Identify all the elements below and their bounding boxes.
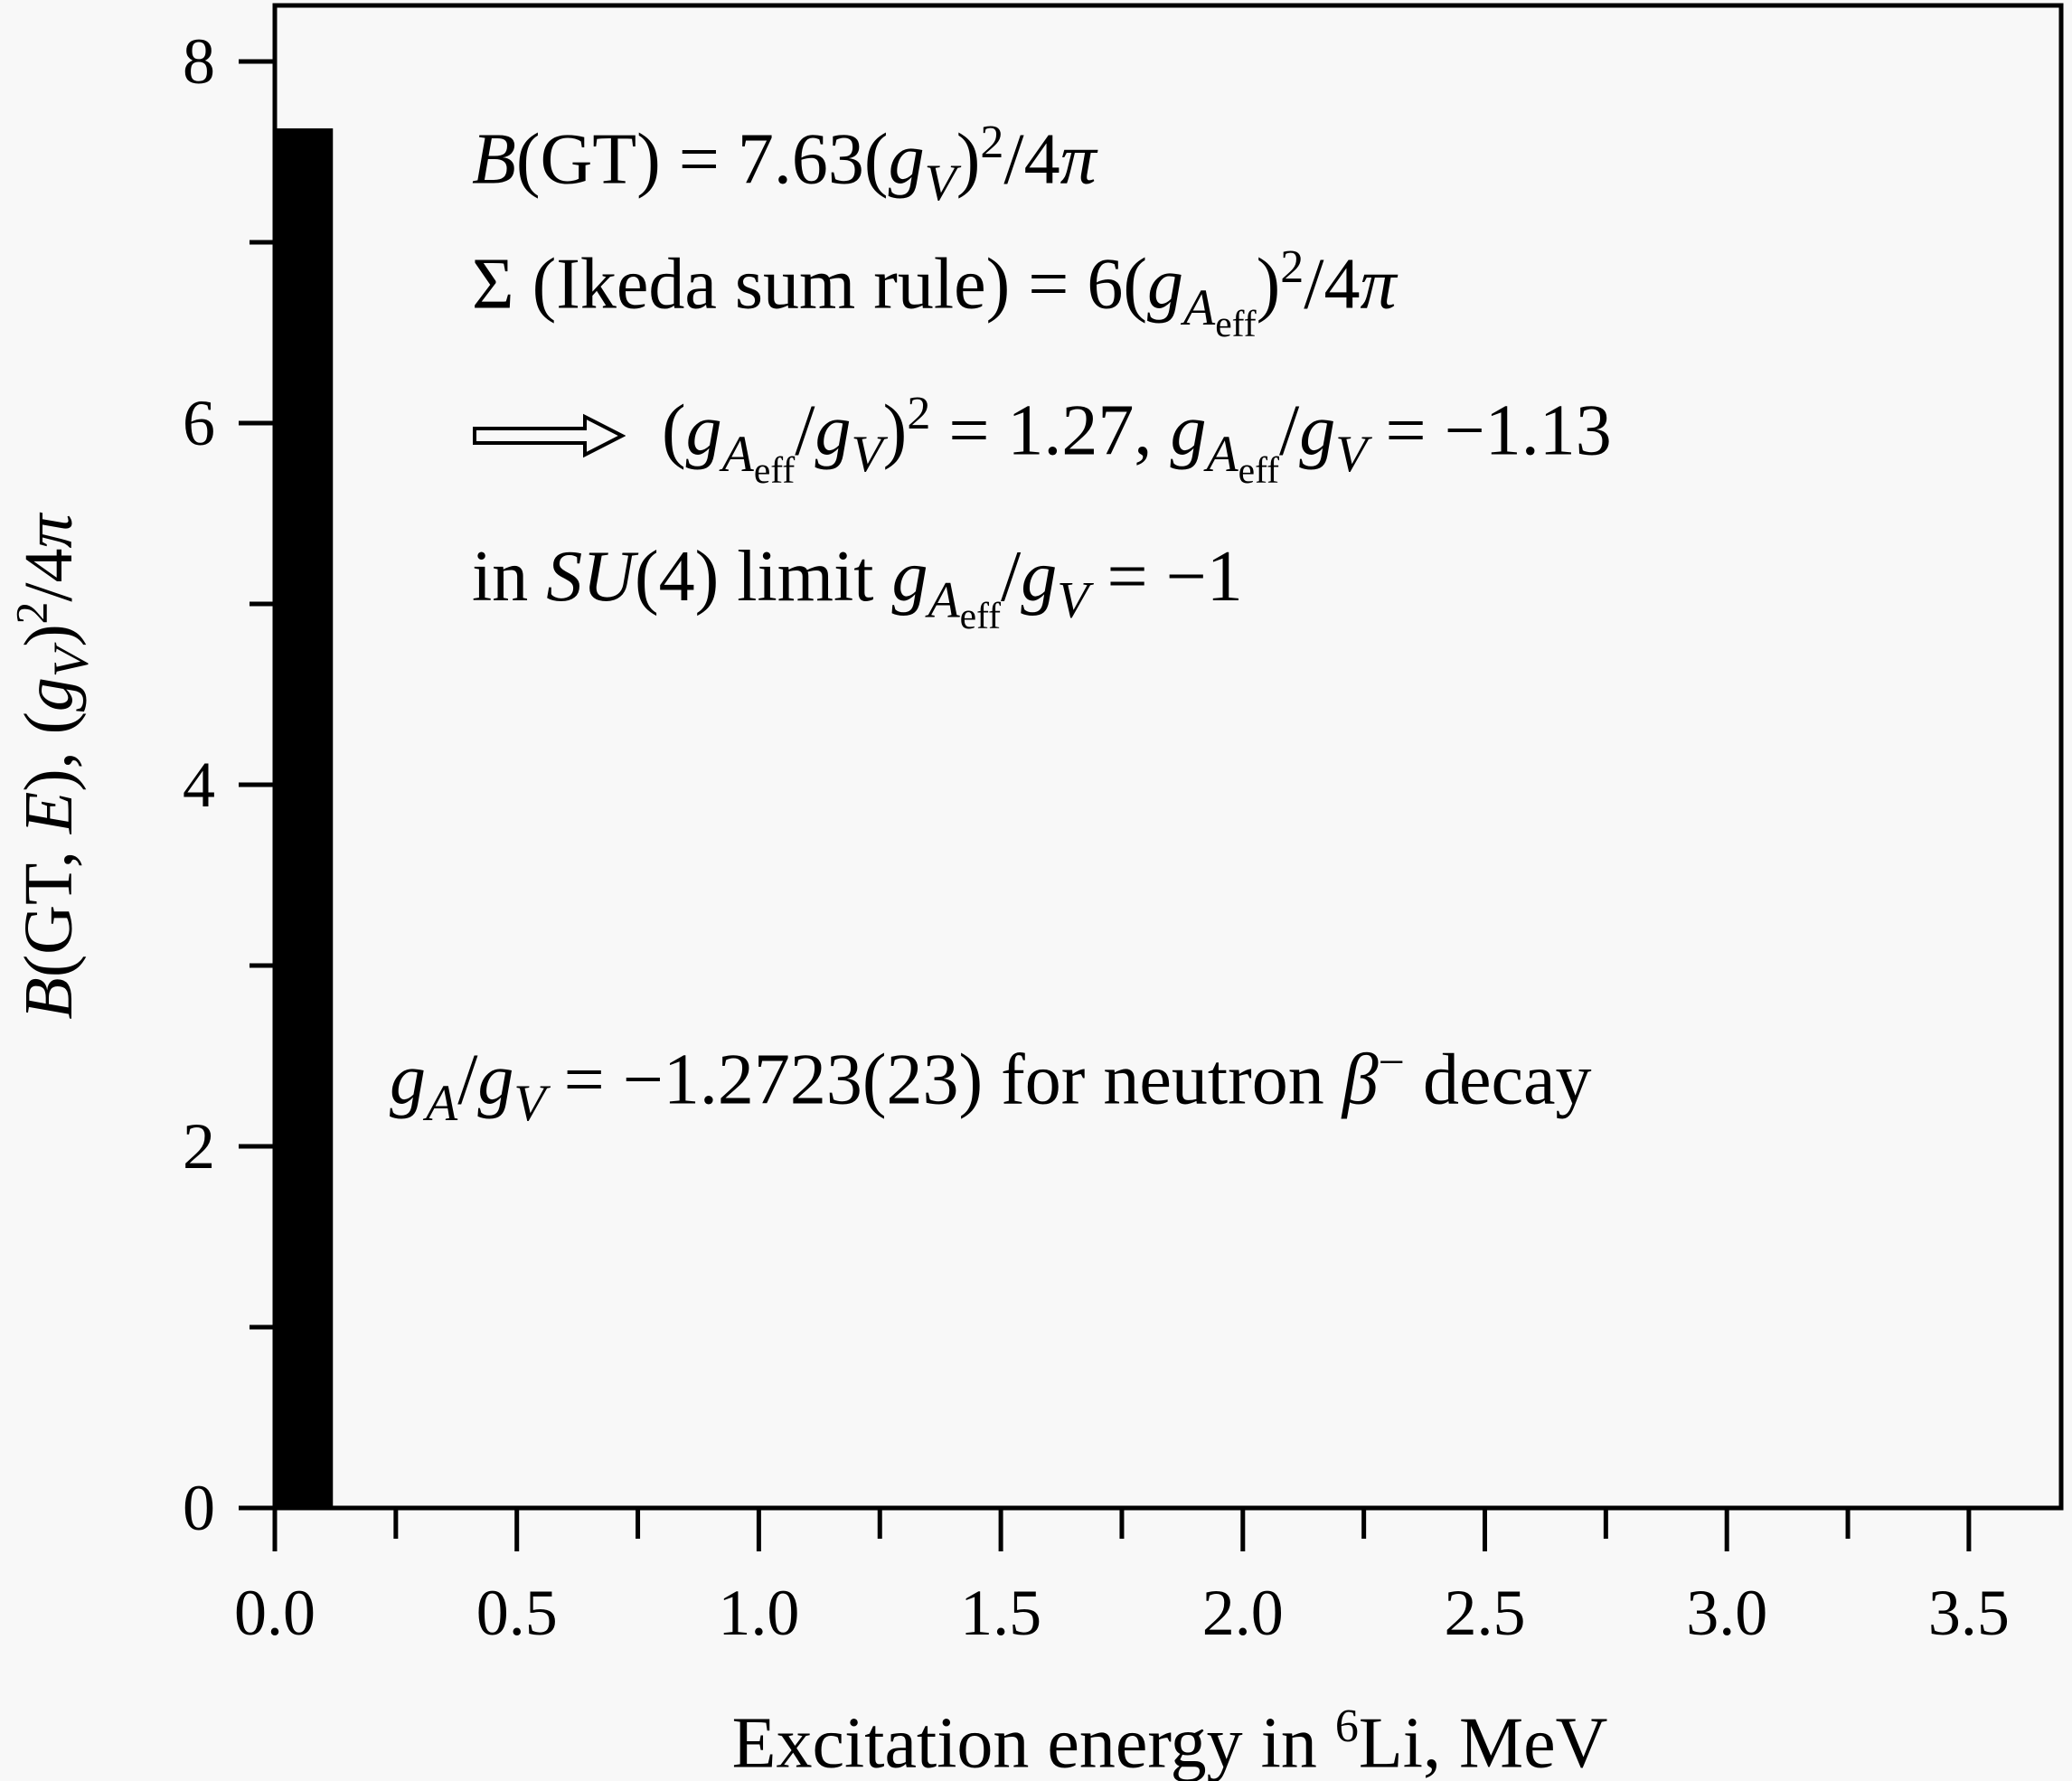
- text-segment: V: [1057, 571, 1089, 629]
- text-segment: /: [1001, 537, 1022, 617]
- text-segment: B: [10, 977, 87, 1020]
- text-segment: V: [42, 646, 99, 678]
- text-segment: ): [1256, 244, 1281, 325]
- x-tick-label: 2.5: [1444, 1577, 1526, 1649]
- y-tick-label: 2: [183, 1110, 215, 1183]
- y-tick-label: 0: [183, 1472, 215, 1544]
- text-segment: ): [956, 119, 981, 200]
- text-segment: V: [513, 1075, 546, 1133]
- text-segment: π: [10, 514, 87, 549]
- text-segment: −: [1378, 1037, 1405, 1088]
- text-segment: π: [1060, 119, 1097, 200]
- annotation: in SU(4) limit gAeff/gV = −1: [472, 541, 1243, 636]
- text-segment: (GT) = 7.63(: [515, 119, 889, 200]
- axes-frame: [272, 3, 2064, 1511]
- text-segment: 2: [907, 388, 931, 439]
- text-segment: /4: [1304, 244, 1361, 325]
- text-segment: Excitation energy in: [731, 1703, 1335, 1781]
- text-segment: = 1.27,: [930, 391, 1171, 471]
- text-segment: ): [882, 391, 908, 471]
- text-segment: 2: [1280, 241, 1304, 293]
- y-axis-label: B(GT, E), (gV)2/4π: [6, 514, 99, 1019]
- text-segment: g: [1299, 391, 1336, 471]
- x-axis-label: Excitation energy in 6Li, MeV: [732, 1700, 1608, 1781]
- text-segment: 6: [1334, 1701, 1359, 1752]
- text-segment: g: [477, 1040, 514, 1120]
- text-segment: SU: [546, 537, 636, 617]
- text-segment: A: [721, 426, 754, 484]
- x-tick-label: 1.0: [718, 1577, 800, 1649]
- text-segment: g: [815, 391, 852, 471]
- text-segment: ): [10, 624, 87, 647]
- text-segment: g: [390, 1040, 426, 1120]
- text-segment: A: [1183, 279, 1216, 337]
- x-tick-label: 0.5: [476, 1577, 558, 1649]
- text-segment: (: [662, 391, 686, 471]
- text-segment: (GT,: [10, 834, 87, 978]
- text-segment: /: [795, 391, 815, 471]
- text-segment: eff: [1238, 448, 1280, 491]
- text-segment: A: [426, 1075, 458, 1133]
- text-segment: V: [924, 155, 956, 212]
- text-segment: π: [1360, 244, 1397, 325]
- bar: [275, 128, 334, 1508]
- text-segment: = −1.13: [1367, 391, 1612, 471]
- text-segment: β: [1342, 1040, 1379, 1120]
- text-segment: /4: [1003, 119, 1060, 200]
- text-segment: V: [1335, 426, 1368, 484]
- text-segment: 2: [6, 601, 57, 625]
- text-segment: in: [472, 537, 547, 617]
- text-segment: = −1.2723(23) for neutron: [545, 1040, 1342, 1120]
- text-segment: eff: [753, 448, 796, 491]
- text-segment: g: [10, 677, 87, 712]
- text-segment: /: [457, 1040, 478, 1120]
- x-tick-label: 3.0: [1686, 1577, 1768, 1649]
- text-segment: g: [1021, 537, 1058, 617]
- text-segment: g: [1170, 391, 1207, 471]
- y-tick-label: 4: [183, 749, 215, 821]
- text-segment: Li, MeV: [1358, 1703, 1608, 1781]
- text-segment: 2: [980, 117, 1004, 168]
- text-segment: eff: [959, 595, 1002, 637]
- text-segment: = −1: [1088, 537, 1243, 617]
- annotation: B(GT) = 7.63(gV)2/4π: [472, 119, 1097, 210]
- double-right-arrow-icon: [473, 413, 626, 457]
- x-tick-label: 1.5: [960, 1577, 1042, 1649]
- text-segment: g: [888, 119, 925, 200]
- text-segment: V: [851, 426, 883, 484]
- text-segment: A: [1206, 426, 1238, 484]
- text-segment: ), (: [10, 711, 87, 792]
- x-tick-label: 0.0: [234, 1577, 316, 1649]
- text-segment: g: [1147, 244, 1183, 325]
- text-segment: g: [891, 537, 928, 617]
- annotation: gA/gV = −1.2723(23) for neutron β− decay: [390, 1040, 1591, 1130]
- text-segment: B: [472, 119, 516, 200]
- text-segment: E: [10, 791, 87, 834]
- x-tick-label: 2.0: [1201, 1577, 1284, 1649]
- text-segment: /: [1279, 391, 1300, 471]
- text-segment: eff: [1215, 302, 1257, 344]
- text-segment: (4) limit: [635, 537, 892, 617]
- annotation: (gAeff/gV)2 = 1.27, gAeff/gV = −1.13: [472, 391, 1612, 489]
- y-tick-label: 6: [183, 387, 215, 459]
- annotation: Σ (Ikeda sum rule) = 6(gAeff)2/4π: [472, 244, 1397, 343]
- text-segment: decay: [1404, 1040, 1592, 1120]
- y-tick-label: 8: [183, 25, 215, 98]
- text-segment: A: [928, 571, 960, 629]
- x-tick-label: 3.5: [1927, 1577, 2010, 1649]
- text-segment: /4: [10, 548, 87, 602]
- text-segment: g: [685, 391, 722, 471]
- text-segment: Σ (Ikeda sum rule) = 6(: [472, 244, 1147, 325]
